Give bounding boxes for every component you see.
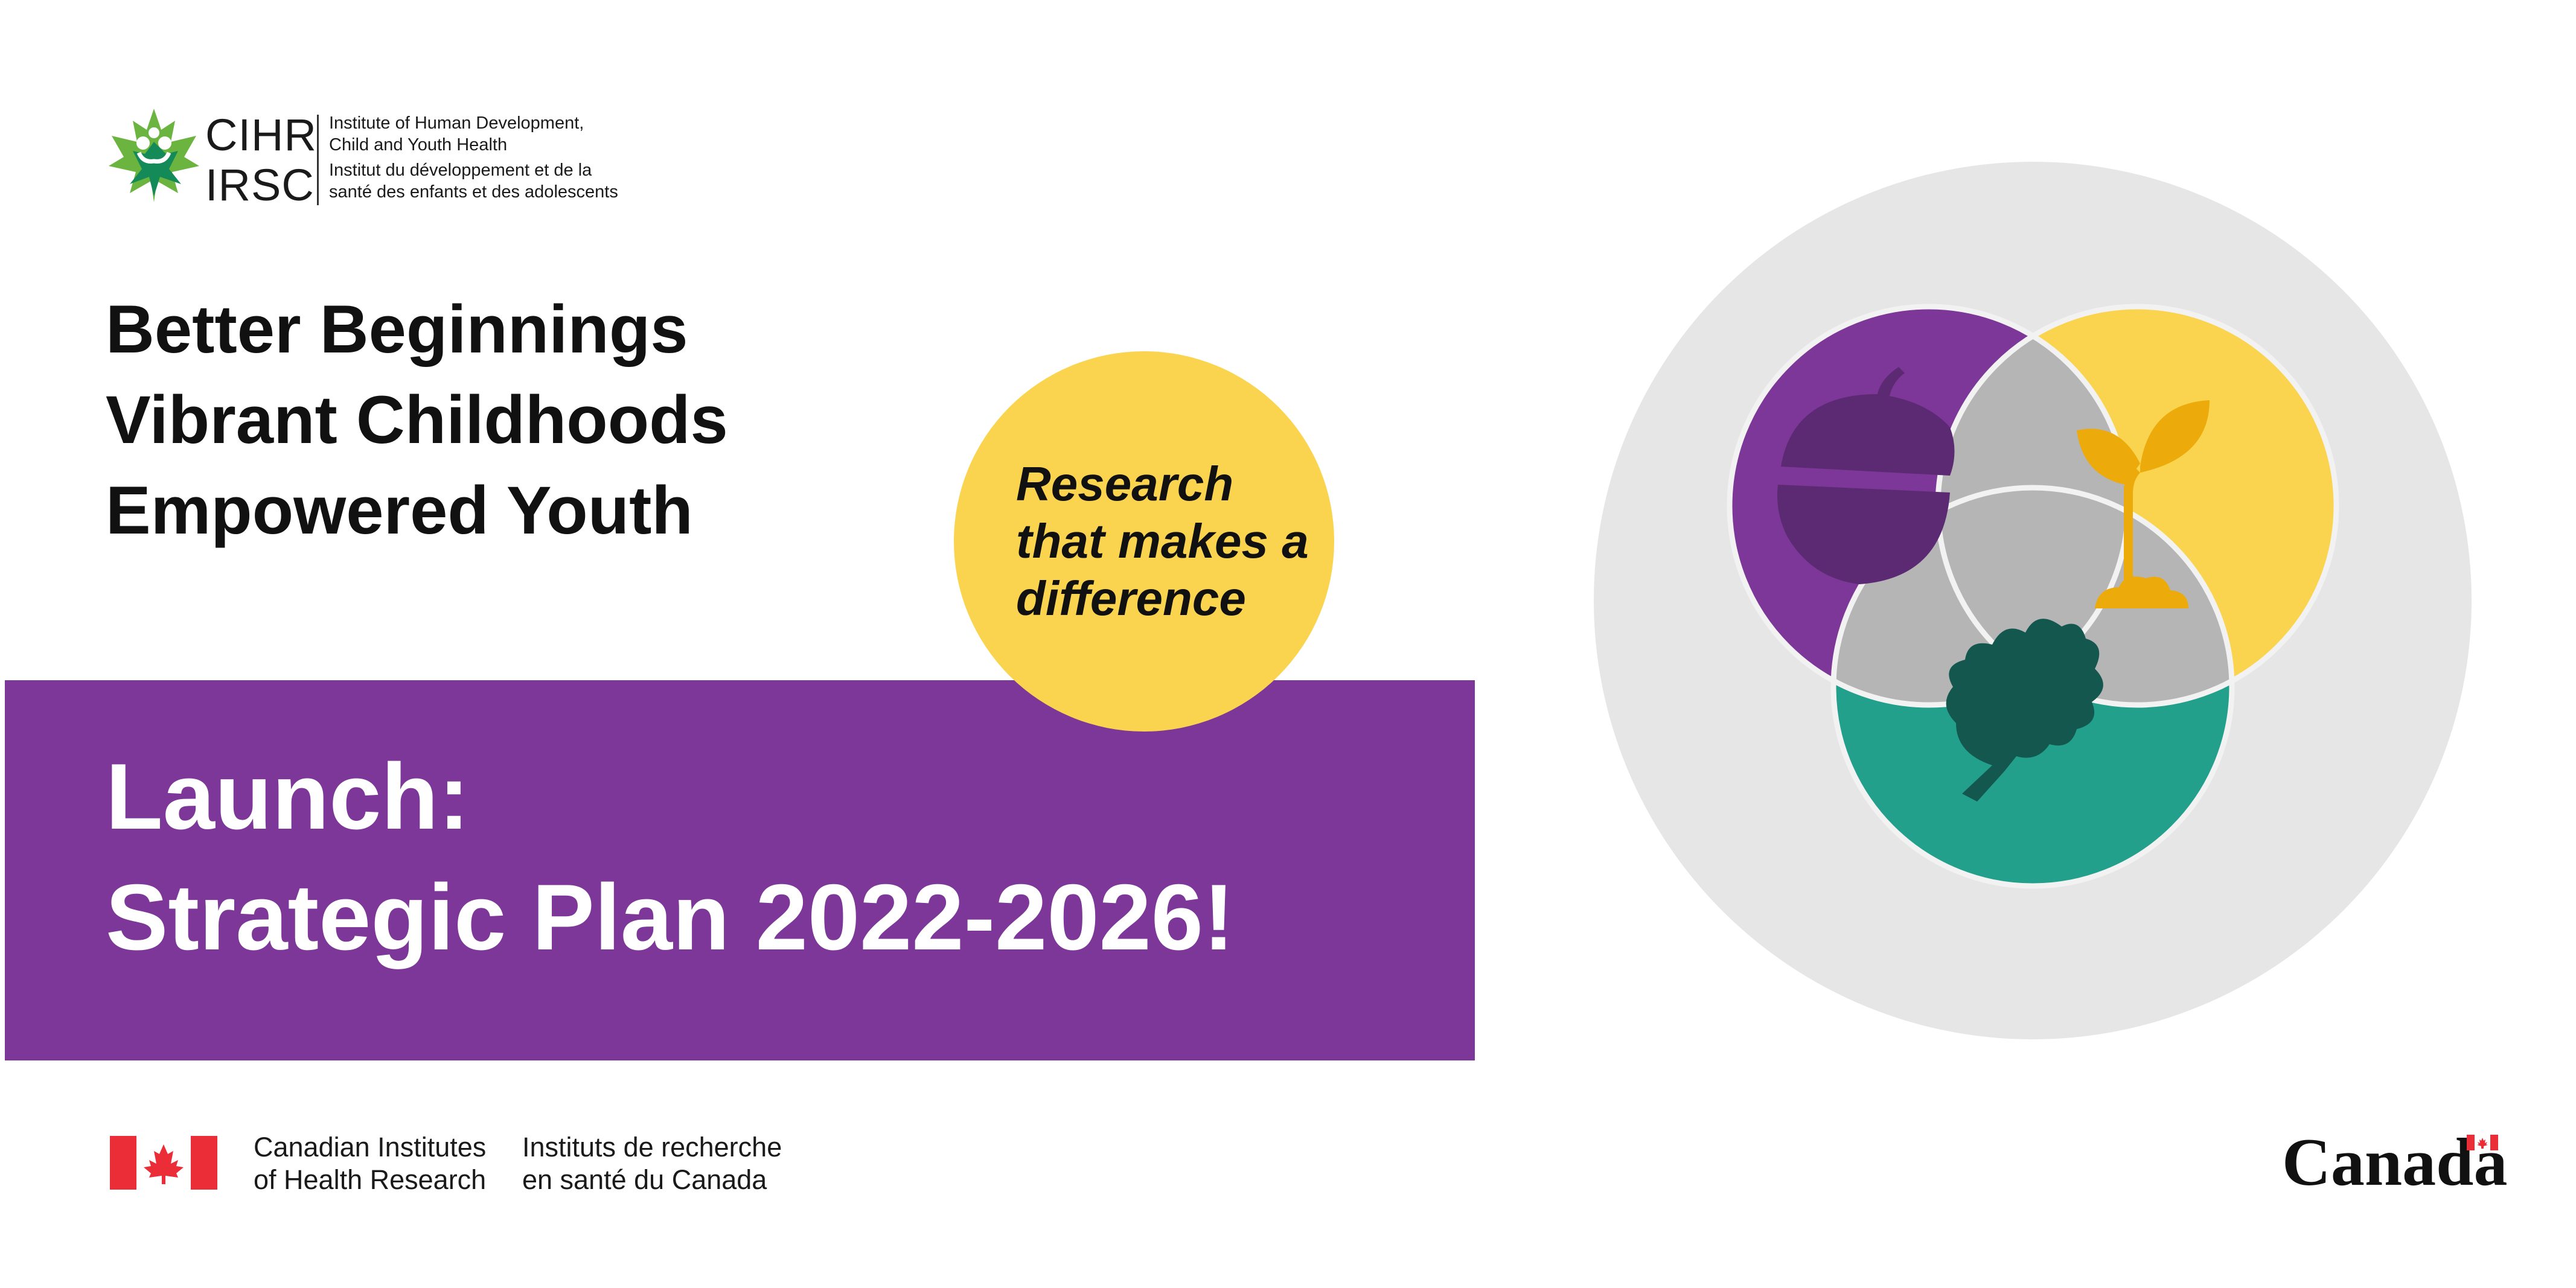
cihr-logo: CIHR IRSC Institute of Human Development… [106, 106, 649, 208]
banner-subtitle: Strategic Plan 2022-2026! [106, 865, 1235, 969]
badge-line-2: that makes a [1016, 514, 1309, 568]
logo-divider [317, 115, 319, 205]
institute-name-fr-line2: santé des enfants et des adolescents [329, 182, 618, 202]
maple-leaf-people-icon [109, 109, 199, 202]
headline-line-3: Empowered Youth [106, 473, 693, 548]
institute-name-fr: Institut du développement et de la [329, 161, 592, 180]
acorn-icon [1777, 367, 1955, 584]
headline-line-2: Vibrant Childhoods [106, 382, 728, 457]
headline-line-1: Better Beginnings [106, 292, 688, 367]
badge-line-3: difference [1016, 572, 1246, 625]
sprout-icon [2077, 400, 2210, 608]
canada-flag-icon [110, 1136, 217, 1190]
institute-name-en: Institute of Human Development, [329, 113, 584, 133]
launch-banner: Launch: Strategic Plan 2022-2026! [5, 680, 1475, 1060]
badge-line-1: Research [1016, 457, 1234, 511]
footer-agency-en-line2: of Health Research [254, 1164, 487, 1195]
institute-name-en-line2: Child and Youth Health [329, 135, 508, 155]
footer-agency-en: Canadian Institutes [254, 1132, 487, 1162]
acronym-fr: IRSC [205, 160, 315, 210]
wordmark-flag-icon [2467, 1135, 2498, 1150]
tagline-badge: Research that makes a difference [954, 351, 1334, 732]
oak-leaf-icon [1946, 619, 2103, 802]
footer-agency-fr: Instituts de recherche [522, 1132, 782, 1162]
acronym-en: CIHR [205, 110, 317, 160]
venn-illustration [1594, 162, 2472, 1039]
banner-title: Launch: [106, 744, 470, 849]
footer-agency-fr-line2: en santé du Canada [522, 1164, 767, 1195]
